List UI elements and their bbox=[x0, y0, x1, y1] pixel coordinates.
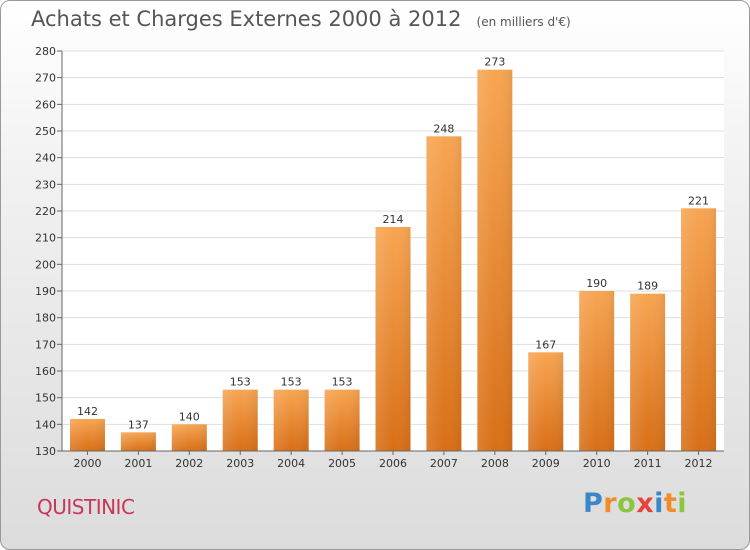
chart-title: Achats et Charges Externes 2000 à 2012 (… bbox=[31, 7, 571, 31]
y-tick-label: 140 bbox=[35, 418, 56, 431]
logo-letter: t bbox=[663, 488, 678, 519]
bar-value-label: 221 bbox=[688, 194, 709, 207]
y-tick-label: 170 bbox=[35, 338, 56, 351]
x-tick-label: 2008 bbox=[481, 457, 509, 470]
y-tick-label: 220 bbox=[35, 205, 56, 218]
bars bbox=[69, 69, 717, 452]
logo-letter: o bbox=[617, 488, 637, 519]
bar-value-label: 153 bbox=[230, 376, 251, 389]
logo-letter: r bbox=[603, 488, 618, 519]
x-tick-label: 2006 bbox=[379, 457, 407, 470]
bar-highlight bbox=[579, 291, 615, 451]
logo-letter: x bbox=[636, 488, 655, 519]
x-tick-label: 2007 bbox=[430, 457, 458, 470]
bar-highlight bbox=[222, 389, 258, 451]
logo-letter: i bbox=[654, 488, 664, 519]
bar-highlight bbox=[273, 389, 309, 451]
x-axis: 2000 2001 2002 2003 2004 2005 2006 2007 2008 2009… bbox=[62, 450, 724, 470]
x-tick-label: 2005 bbox=[328, 457, 356, 470]
x-tick-label: 2009 bbox=[532, 457, 560, 470]
bar-value-label: 140 bbox=[179, 410, 200, 423]
y-tick-label: 260 bbox=[35, 98, 56, 111]
y-tick-label: 150 bbox=[35, 392, 56, 405]
y-tick-label: 270 bbox=[35, 72, 56, 85]
bar-value-label: 142 bbox=[77, 405, 98, 418]
bar-highlight bbox=[69, 419, 105, 451]
commune-name: QUISTINIC bbox=[37, 495, 135, 519]
x-tick-label: 2002 bbox=[175, 457, 203, 470]
bar-highlight bbox=[324, 389, 360, 451]
x-tick-label: 2003 bbox=[226, 457, 254, 470]
x-tick-label: 2011 bbox=[634, 457, 662, 470]
x-tick-label: 2012 bbox=[685, 457, 713, 470]
bar-value-label: 137 bbox=[128, 418, 149, 431]
bar-value-label: 153 bbox=[332, 376, 353, 389]
data-labels: 142 137 140 153 153 153 214 248 273 167 190 189 221 bbox=[77, 56, 709, 432]
proxiti-logo: Proxiti bbox=[583, 488, 687, 519]
x-tick-label: 2001 bbox=[124, 457, 152, 470]
bar-highlight bbox=[171, 424, 207, 451]
logo-letter: P bbox=[583, 488, 604, 519]
x-tick-label: 2010 bbox=[583, 457, 611, 470]
bar-value-label: 189 bbox=[637, 280, 658, 293]
x-tick-label: 2004 bbox=[277, 457, 305, 470]
bar-value-label: 167 bbox=[535, 338, 556, 351]
bar-highlight bbox=[120, 432, 156, 451]
bar-highlight bbox=[426, 136, 462, 452]
y-tick-label: 190 bbox=[35, 285, 56, 298]
bar-value-label: 273 bbox=[484, 56, 505, 69]
y-tick-label: 240 bbox=[35, 152, 56, 165]
y-tick-label: 180 bbox=[35, 312, 56, 325]
y-axis: 130 140 150 160 170 180 190 200 210 220 230 240 250 2… bbox=[35, 45, 63, 458]
bar-highlight bbox=[630, 293, 666, 451]
bar-value-label: 248 bbox=[433, 122, 454, 135]
y-tick-label: 250 bbox=[35, 125, 56, 138]
bar-value-label: 153 bbox=[281, 376, 302, 389]
logo-letter: i bbox=[677, 488, 688, 519]
bar-highlight bbox=[477, 69, 513, 452]
y-tick-label: 130 bbox=[35, 445, 56, 458]
bar-value-label: 214 bbox=[383, 213, 404, 226]
x-tick-label: 2000 bbox=[73, 457, 101, 470]
y-tick-label: 200 bbox=[35, 258, 56, 271]
bar-highlight bbox=[375, 227, 411, 451]
title-text: Achats et Charges Externes 2000 à 2012 bbox=[31, 7, 462, 31]
y-tick-label: 210 bbox=[35, 232, 56, 245]
bar-highlight bbox=[528, 352, 564, 451]
unit-note: (en milliers d'€) bbox=[476, 15, 571, 29]
bar-highlight bbox=[681, 208, 717, 451]
y-tick-label: 230 bbox=[35, 178, 56, 191]
y-tick-label: 280 bbox=[35, 45, 56, 58]
bar-value-label: 190 bbox=[586, 277, 607, 290]
y-tick-label: 160 bbox=[35, 365, 56, 378]
